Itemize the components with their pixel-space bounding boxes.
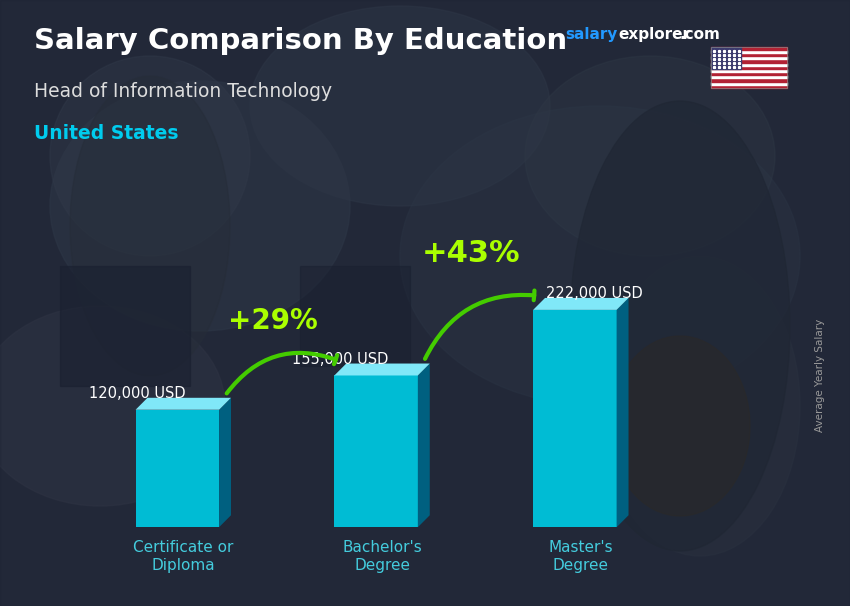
Ellipse shape <box>50 81 350 331</box>
Text: Average Yearly Salary: Average Yearly Salary <box>815 319 825 432</box>
Text: 222,000 USD: 222,000 USD <box>547 286 643 301</box>
Bar <box>711 82 787 85</box>
Text: Salary Comparison By Education: Salary Comparison By Education <box>34 27 567 55</box>
Bar <box>711 56 787 59</box>
Polygon shape <box>219 398 231 527</box>
Ellipse shape <box>400 106 800 406</box>
Text: +29%: +29% <box>228 307 318 335</box>
Polygon shape <box>533 298 628 310</box>
Text: .com: .com <box>679 27 720 42</box>
Bar <box>711 59 787 62</box>
Bar <box>300 266 410 366</box>
Text: Bachelor's
Degree: Bachelor's Degree <box>343 541 422 573</box>
Bar <box>711 47 741 69</box>
Ellipse shape <box>525 56 775 256</box>
Bar <box>711 72 787 75</box>
Text: explorer: explorer <box>618 27 690 42</box>
Text: United States: United States <box>34 124 178 143</box>
Bar <box>533 310 616 527</box>
Text: Master's
Degree: Master's Degree <box>548 541 613 573</box>
Ellipse shape <box>610 336 750 516</box>
Text: +43%: +43% <box>422 239 521 267</box>
Ellipse shape <box>0 306 225 506</box>
Bar <box>711 53 787 56</box>
Text: Head of Information Technology: Head of Information Technology <box>34 82 332 101</box>
Ellipse shape <box>570 101 790 551</box>
Ellipse shape <box>50 56 250 256</box>
Bar <box>60 266 190 386</box>
Bar <box>136 410 219 527</box>
Polygon shape <box>136 398 231 410</box>
Bar <box>711 47 787 50</box>
Polygon shape <box>418 364 430 527</box>
Text: salary: salary <box>565 27 618 42</box>
Text: 120,000 USD: 120,000 USD <box>89 386 186 401</box>
Ellipse shape <box>70 76 230 376</box>
Bar <box>711 69 787 72</box>
Bar <box>334 376 418 527</box>
Polygon shape <box>334 364 430 376</box>
Text: 155,000 USD: 155,000 USD <box>292 352 388 367</box>
Bar <box>711 78 787 82</box>
Text: Certificate or
Diploma: Certificate or Diploma <box>133 541 234 573</box>
Bar <box>711 65 787 69</box>
Ellipse shape <box>600 256 800 556</box>
Bar <box>711 75 787 78</box>
Bar <box>711 62 787 65</box>
Bar <box>711 85 787 88</box>
Polygon shape <box>616 298 628 527</box>
Bar <box>711 50 787 53</box>
Ellipse shape <box>250 6 550 206</box>
